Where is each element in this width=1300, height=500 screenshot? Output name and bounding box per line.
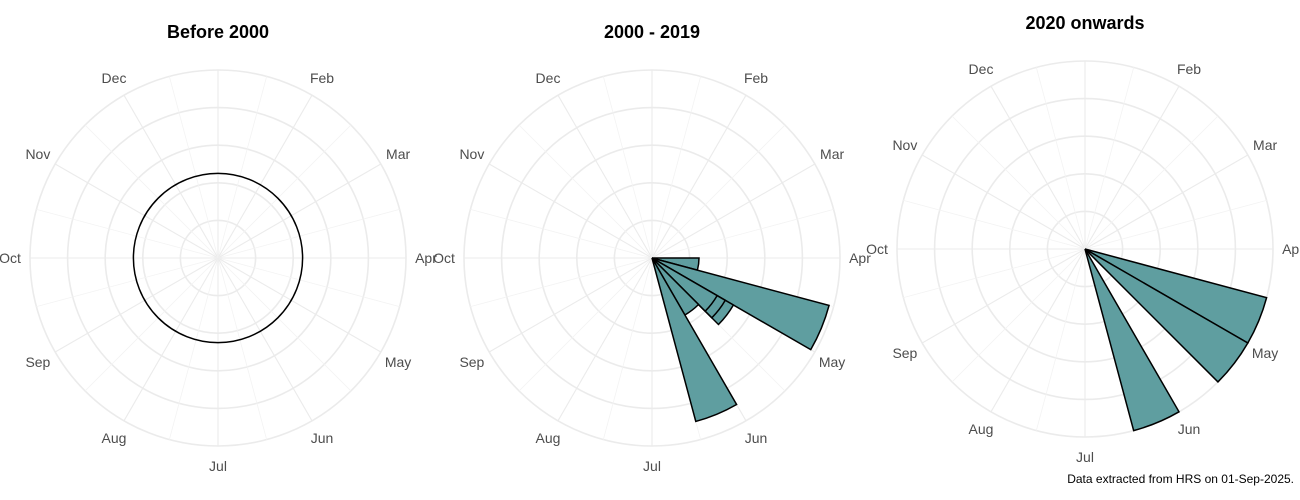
grid-spoke (54, 163, 219, 259)
grid-spoke (903, 199, 1086, 250)
grid-spoke (217, 257, 352, 392)
month-label-may: May (385, 354, 411, 370)
grid-spoke (1084, 85, 1180, 250)
month-label-jul: Jul (209, 458, 227, 474)
month-label-mar: Mar (1253, 137, 1277, 153)
grid-spoke (557, 94, 653, 259)
month-label-oct: Oct (0, 250, 21, 266)
month-label-aug: Aug (102, 430, 127, 446)
grid-spoke (1084, 115, 1219, 250)
grid-spoke (217, 257, 400, 308)
grid-spoke (602, 76, 653, 259)
month-label-oct: Oct (866, 241, 888, 257)
data-source-caption: Data extracted from HRS on 01-Sep-2025. (1067, 472, 1294, 486)
grid-spoke (518, 257, 653, 392)
grid-spoke (217, 257, 382, 353)
grid-spoke (903, 248, 1086, 299)
grid-spoke (217, 94, 313, 259)
month-label-jun: Jun (1178, 421, 1201, 437)
grid-spoke (651, 76, 702, 259)
grid-spoke (217, 257, 268, 440)
month-label-nov: Nov (892, 137, 917, 153)
month-label-jun: Jun (311, 430, 334, 446)
grid-spoke (651, 163, 816, 259)
month-label-sep: Sep (459, 354, 484, 370)
bar-jun-1-6 (651, 257, 738, 423)
grid-spoke (54, 257, 219, 353)
grid-spoke (921, 248, 1086, 344)
month-label-feb: Feb (1177, 61, 1201, 77)
polar-chart-3: Feb Mar Apr May Jun Jul Aug Sep Oct Nov Dec 2020 on… (866, 13, 1300, 465)
grid-spoke (1084, 67, 1135, 250)
month-label-oct: Oct (433, 250, 455, 266)
bar-may-1-1 (1084, 248, 1249, 384)
month-label-jul: Jul (1076, 449, 1094, 465)
month-label-dec: Dec (536, 70, 561, 86)
grid-spoke (217, 76, 268, 259)
grid-spoke (470, 257, 653, 308)
grid-spoke (518, 124, 653, 259)
month-label-apr: Apr (1282, 241, 1300, 257)
grid-spoke (990, 85, 1086, 250)
bar-apr-2-1 (651, 257, 830, 351)
month-label-sep: Sep (25, 354, 50, 370)
grid-spoke (84, 257, 219, 392)
month-label-may: May (819, 354, 845, 370)
grid-spoke (602, 257, 653, 440)
month-label-feb: Feb (744, 70, 768, 86)
panel-title: 2000 - 2019 (604, 22, 700, 42)
empty-ring (132, 172, 304, 344)
month-label-aug: Aug (536, 430, 561, 446)
month-label-may: May (1252, 345, 1278, 361)
bar-may-1-4 (651, 257, 719, 313)
grid-spoke (123, 257, 219, 422)
month-label-mar: Mar (386, 146, 410, 162)
grid-spoke (990, 248, 1086, 413)
month-label-aug: Aug (969, 421, 994, 437)
month-label-nov: Nov (459, 146, 484, 162)
grid-spoke (1084, 154, 1249, 250)
polar-chart-2: Feb Mar Apr May Jun Jul Aug Sep Oct Nov Dec 2000 - … (433, 22, 871, 474)
grid-spoke (470, 208, 653, 259)
grid-spoke (951, 115, 1086, 250)
grid-spoke (217, 163, 382, 259)
grid-spoke (488, 257, 653, 353)
panel-title: 2020 onwards (1025, 13, 1144, 33)
grid-spoke (36, 257, 219, 308)
grid-spoke (168, 76, 219, 259)
grid-spoke (36, 208, 219, 259)
grid-spoke (217, 257, 313, 422)
grid-spoke (217, 124, 352, 259)
month-label-mar: Mar (820, 146, 844, 162)
grid-spoke (1035, 67, 1086, 250)
month-label-dec: Dec (102, 70, 127, 86)
polar-chart-1: Feb Mar Apr May Jun Jul Aug Sep Oct Nov Dec Before … (0, 22, 437, 474)
grid-spoke (557, 257, 653, 422)
grid-spoke (84, 124, 219, 259)
grid-spoke (168, 257, 219, 440)
month-label-jun: Jun (745, 430, 768, 446)
month-label-apr: Apr (849, 250, 871, 266)
grid-spoke (1035, 248, 1086, 431)
month-label-jul: Jul (643, 458, 661, 474)
grid-spoke (951, 248, 1086, 383)
grid-spoke (1084, 199, 1267, 250)
grid-spoke (651, 124, 786, 259)
month-label-dec: Dec (969, 61, 994, 77)
grid-spoke (651, 94, 747, 259)
month-label-sep: Sep (892, 345, 917, 361)
bar-jun-1-2 (1084, 248, 1181, 432)
grid-spoke (921, 154, 1086, 250)
grid-spoke (123, 94, 219, 259)
grid-spoke (488, 163, 653, 259)
grid-spoke (217, 208, 400, 259)
month-label-nov: Nov (25, 146, 50, 162)
month-label-apr: Apr (415, 250, 437, 266)
grid-spoke (651, 208, 834, 259)
panel-title: Before 2000 (167, 22, 269, 42)
month-label-feb: Feb (310, 70, 334, 86)
